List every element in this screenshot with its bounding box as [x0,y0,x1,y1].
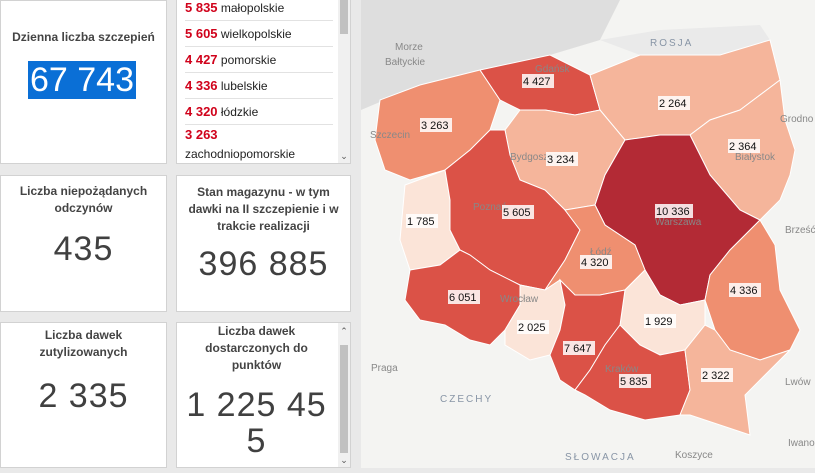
list-item[interactable]: 4 427 pomorskie [185,47,333,73]
stock-title: Stan magazynu - w tym dawki na II szczep… [188,185,339,233]
list-item-value: 3 263 [185,127,218,142]
region-label-mazowieckie: 10 336 [656,206,690,218]
label-iwano: Iwano [788,438,815,449]
scroll-down-icon[interactable]: ⌄ [340,455,348,465]
label-slowacja: SŁOWACJA [565,452,636,463]
scroll-up-icon[interactable]: ⌃ [340,326,348,336]
region-label-swietokrzyskie: 1 929 [645,316,673,328]
list-item-name: łódzkie [220,105,259,119]
delivered-doses-panel: Liczba dawek dostarczonych do punktów 1 … [176,322,351,468]
region-label-podkarpackie: 2 322 [702,370,730,382]
list-scrollbar-thumb[interactable] [340,0,348,34]
list-item-name: lubelskie [220,79,268,93]
region-value-labels: 3 263 4 427 2 264 2 364 3 234 1 785 5 60… [406,74,761,388]
list-item-value: 5 605 [185,26,218,41]
daily-vaccinations-title: Dzienna liczba szczepień [12,30,155,44]
list-item[interactable]: 4 336 lubelskie [185,73,333,99]
list-scrollbar[interactable]: ⌄ [338,0,350,163]
region-label-warminsko-mazurskie: 2 264 [659,98,687,110]
list-item[interactable]: 4 320 łódzkie [185,99,333,125]
region-podkarpackie[interactable] [679,324,791,436]
delivered-doses-title: Liczba dawek dostarczonych do punktów [205,324,308,372]
basemap-labels: Morze Bałtyckie ROSJA Gdańsk Szczecin By… [370,38,815,463]
label-wroclaw: Wrocław [500,294,539,305]
label-lodz: Łódź [590,247,612,258]
scroll-down-icon[interactable]: ⌄ [340,151,348,161]
regions-list-panel[interactable]: 5 835 małopolskie 5 605 wielkopolskie 4 … [176,0,351,164]
stock-value: 396 885 [198,245,329,283]
label-gdansk: Gdańsk [535,64,570,75]
russia-area [600,25,770,55]
region-label-wielkopolskie: 5 605 [503,207,531,219]
region-label-malopolskie: 5 835 [620,376,648,388]
list-item-value: 4 320 [185,104,218,119]
region-label-opolskie: 2 025 [518,322,546,334]
list-item-name: pomorskie [220,53,277,67]
label-rosja: ROSJA [650,38,693,49]
list-item[interactable]: 5 605 wielkopolskie [185,21,333,47]
list-item-value: 4 336 [185,78,218,93]
label-czechy: CZECHY [440,394,493,405]
region-label-kujawsko-pomorskie: 3 234 [547,154,575,166]
poland-vaccination-map[interactable]: Morze Bałtyckie ROSJA Gdańsk Szczecin By… [361,0,815,468]
label-praga: Praga [371,363,398,374]
label-morze: Morze [395,42,423,53]
region-label-dolnoslaskie: 6 051 [449,292,477,304]
daily-vaccinations-panel: Dzienna liczba szczepień 67 743 [0,0,167,164]
label-krakow: Kraków [605,364,639,375]
label-bialystok: Białystok [735,152,776,163]
adverse-reactions-panel: Liczba niepożądanych odczynów 435 [0,175,167,312]
delivered-scrollbar[interactable]: ⌃ ⌄ [338,323,350,467]
region-label-zachodniopomorskie: 3 263 [421,120,449,132]
adverse-reactions-value: 435 [53,230,114,268]
daily-vaccinations-value[interactable]: 67 743 [28,61,136,99]
region-label-lubelskie: 4 336 [730,285,758,297]
label-poznan: Poznań [473,202,507,213]
utilized-doses-title: Liczba dawek zutylizowanych [39,328,128,359]
list-item-value: 4 427 [185,52,218,67]
region-label-slaskie: 7 647 [564,343,592,355]
list-item-value: 5 835 [185,0,218,15]
region-label-lodzkie: 4 320 [581,257,609,269]
region-label-podlaskie: 2 364 [729,141,757,153]
list-item[interactable]: 3 263 zachodniopomorskie [185,125,333,163]
baltic-sea [361,0,620,110]
label-lwow: Lwów [785,377,811,388]
list-item-name: wielkopolskie [220,27,292,41]
label-warszawa: Warszawa [655,217,702,228]
utilized-doses-panel: Liczba dawek zutylizowanych 2 335 [0,322,167,468]
delivered-scrollbar-thumb[interactable] [340,345,348,453]
utilized-doses-value: 2 335 [38,377,129,415]
list-item[interactable]: 5 835 małopolskie [185,0,333,21]
label-szczecin: Szczecin [370,130,410,141]
region-label-pomorskie: 4 427 [523,76,551,88]
label-bydgoszcz: Bydgoszcz [510,152,558,163]
label-koszyce: Koszyce [675,450,713,461]
adverse-reactions-title: Liczba niepożądanych odczynów [19,184,148,215]
list-item-name: małopolskie [220,1,285,15]
list-item-name: zachodniopomorskie [185,147,296,161]
delivered-doses-value: 1 225 45 5 [186,386,327,460]
label-baltyckie: Bałtyckie [385,57,425,68]
region-label-lubuskie: 1 785 [407,216,435,228]
label-grodno: Grodno [780,114,814,125]
stock-panel: Stan magazynu - w tym dawki na II szczep… [176,175,351,312]
label-brzesc: Brześć [785,225,815,236]
